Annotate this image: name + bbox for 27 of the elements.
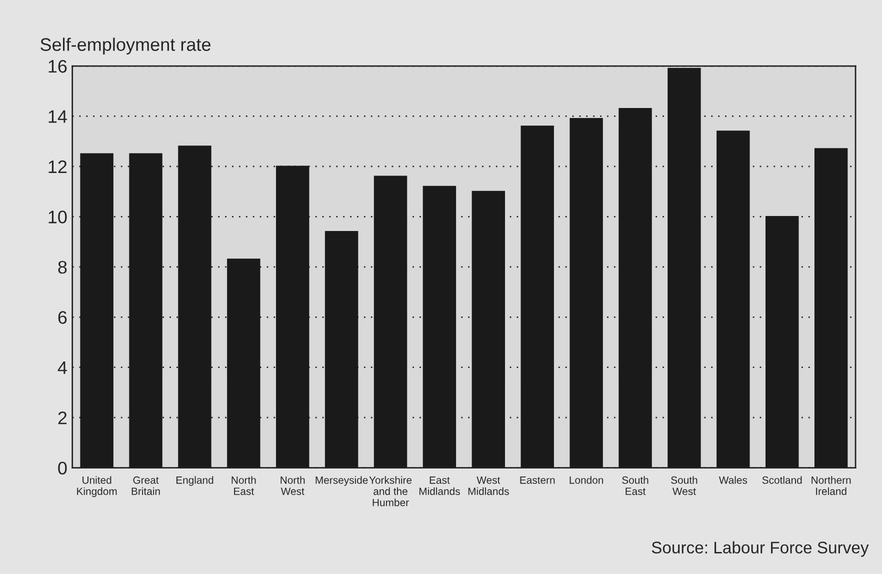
x-tick-label: East Midlands xyxy=(419,476,460,496)
x-tick-label: Northern Ireland xyxy=(812,476,851,496)
y-axis-title: Self-employment rate xyxy=(40,38,210,55)
x-tick-label: South West xyxy=(671,476,698,496)
x-tick-label: London xyxy=(570,476,604,484)
y-tick-label: 8 xyxy=(58,260,67,274)
x-tick-label: England xyxy=(176,476,214,486)
x-tick-label: Eastern xyxy=(520,476,555,484)
y-tick-label: 16 xyxy=(48,60,67,73)
y-tick-label: 4 xyxy=(58,361,67,374)
x-tick-label: United Kingdom xyxy=(77,476,117,498)
x-tick-label: Yorkshire and the Humber xyxy=(369,476,412,506)
x-tick-label: Merseyside xyxy=(316,476,368,486)
x-tick-label: Great Britain xyxy=(132,476,160,496)
x-tick-label: North West xyxy=(280,476,305,496)
y-tick-label: 6 xyxy=(58,311,67,324)
x-tick-label: North East xyxy=(232,476,256,496)
x-tick-label: Wales xyxy=(718,476,748,484)
y-tick-label: 12 xyxy=(48,160,67,173)
source-note: Source: Labour Force Survey xyxy=(652,541,869,557)
y-tick-label: 10 xyxy=(48,210,67,224)
x-tick-label: South East xyxy=(622,476,648,496)
y-tick-label: 2 xyxy=(58,412,67,424)
y-tick-label: 14 xyxy=(48,110,67,123)
x-tick-label: Scotland xyxy=(762,476,802,484)
y-tick-label: 0 xyxy=(58,462,67,475)
x-tick-label: West Midlands xyxy=(468,476,509,496)
